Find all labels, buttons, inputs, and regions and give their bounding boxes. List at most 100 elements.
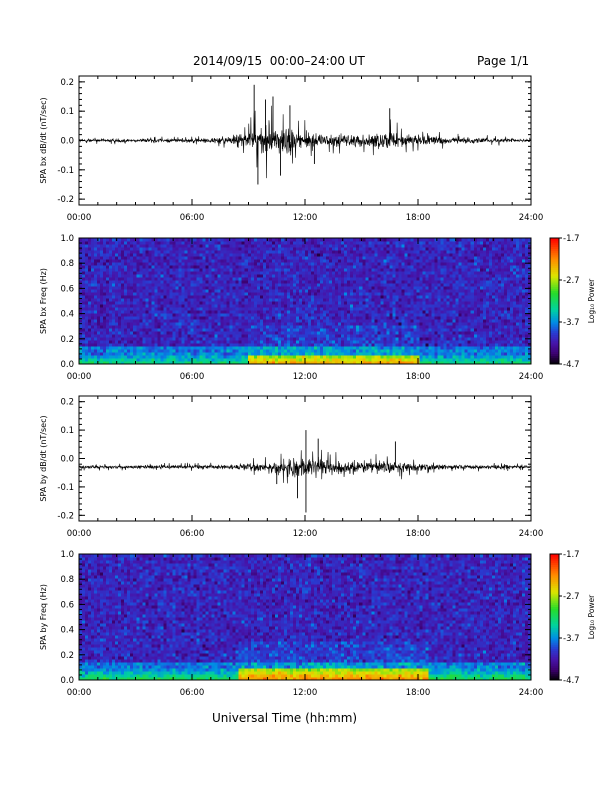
spectrogram-cell	[398, 322, 402, 326]
spectrogram-cell	[214, 328, 219, 332]
spectrogram-cell	[271, 304, 276, 308]
spectrogram-cell	[283, 286, 288, 290]
spectrogram-cell	[404, 253, 408, 257]
spectrogram-cell	[121, 262, 125, 266]
spectrogram-cell	[347, 343, 351, 347]
spectrogram-cell	[148, 298, 152, 302]
spectrogram-cell	[292, 265, 297, 269]
spectrogram-cell	[196, 259, 200, 263]
spectrogram-cell	[277, 259, 282, 263]
spectrogram-cell	[256, 277, 261, 281]
spectrogram-cell	[283, 277, 288, 281]
spectrogram-cell	[371, 256, 375, 260]
spectrogram-cell	[338, 286, 342, 290]
spectrogram-cell	[196, 280, 200, 284]
spectrogram-cell	[323, 277, 327, 281]
spectrogram-cell	[338, 304, 342, 308]
spectrogram-cell	[265, 247, 270, 251]
spectrogram-cell	[271, 253, 276, 257]
spectrogram-cell	[241, 286, 246, 290]
spectrogram-cell	[217, 295, 222, 299]
spectrogram-cell	[268, 358, 273, 362]
spectrogram-cell	[320, 277, 324, 281]
spectrogram-cell	[91, 256, 95, 260]
spectrogram-cell	[413, 280, 417, 284]
spectrogram-cell	[332, 256, 336, 260]
spectrogram-cell	[422, 274, 426, 278]
spectrogram-cell	[419, 298, 423, 302]
spectrogram-cell	[335, 298, 339, 302]
spectrogram-cell	[286, 298, 291, 302]
spectrogram-cell	[121, 265, 125, 269]
spectrogram-cell	[130, 319, 134, 323]
spectrogram-cell	[238, 331, 243, 335]
spectrogram-cell	[262, 325, 267, 329]
spectrogram-cell	[205, 244, 209, 248]
spectrogram-cell	[124, 328, 128, 332]
spectrogram-cell	[335, 334, 339, 338]
spectrogram-cell	[103, 295, 107, 299]
spectrogram-cell	[407, 265, 411, 269]
spectrogram-cell	[326, 313, 330, 317]
spectrogram-cell	[166, 268, 170, 272]
spectrogram-cell	[244, 352, 249, 356]
spectrogram-cell	[133, 286, 137, 290]
spectrogram-cell	[353, 247, 357, 251]
spectrogram-cell	[262, 286, 267, 290]
spectrogram-cell	[377, 307, 381, 311]
spectrogram-cell	[166, 247, 170, 251]
spectrogram-cell	[190, 301, 194, 305]
spectrogram-cell	[326, 286, 330, 290]
spectrogram-cell	[413, 349, 417, 353]
spectrogram-cell	[109, 304, 113, 308]
spectrogram-cell	[148, 289, 152, 293]
spectrogram-cell	[347, 262, 351, 266]
spectrogram-cell	[115, 247, 119, 251]
spectrogram-cell	[395, 250, 399, 254]
spectrogram-cell	[235, 253, 240, 257]
spectrogram-cell	[103, 334, 107, 338]
spectrogram-cell	[82, 244, 86, 248]
spectrogram-cell	[268, 343, 273, 347]
spectrogram-cell	[88, 280, 92, 284]
spectrogram-cell	[157, 361, 161, 365]
spectrogram-cell	[265, 253, 270, 257]
spectrogram-cell	[214, 241, 219, 245]
spectrogram-cell	[202, 274, 206, 278]
spectrogram-cell	[259, 292, 264, 296]
spectrogram-cell	[133, 259, 137, 263]
spectrogram-cell	[317, 286, 321, 290]
spectrogram-cell	[362, 346, 366, 350]
spectrogram-cell	[211, 271, 215, 275]
spectrogram-cell	[118, 244, 122, 248]
spectrogram-cell	[187, 355, 191, 359]
spectrogram-cell	[410, 322, 414, 326]
spectrogram-cell	[193, 307, 197, 311]
spectrogram-cell	[100, 262, 104, 266]
spectrogram-cell	[112, 286, 116, 290]
spectrogram-cell	[208, 310, 212, 314]
spectrogram-cell	[136, 319, 140, 323]
spectrogram-cell	[389, 262, 393, 266]
spectrogram-cell	[88, 241, 92, 245]
spectrogram-cell	[308, 256, 312, 260]
spectrogram-cell	[301, 352, 306, 356]
spectrogram-cell	[100, 286, 104, 290]
spectrogram-cell	[280, 334, 285, 338]
spectrogram-cell	[344, 277, 348, 281]
spectrogram-cell	[419, 241, 423, 245]
spectrogram-cell	[250, 262, 255, 266]
spectrogram-cell	[205, 250, 209, 254]
spectrogram-cell	[229, 304, 234, 308]
spectrogram-cell	[332, 322, 336, 326]
spectrogram-cell	[377, 298, 381, 302]
spectrogram-cell	[317, 292, 321, 296]
spectrogram-cell	[124, 343, 128, 347]
spectrogram-cell	[277, 265, 282, 269]
spectrogram-cell	[196, 247, 200, 251]
spectrogram-cell	[425, 310, 429, 314]
spectrogram-cell	[332, 238, 336, 242]
spectrogram-cell	[356, 289, 360, 293]
spectrogram-cell	[350, 268, 354, 272]
spectrogram-cell	[220, 298, 225, 302]
